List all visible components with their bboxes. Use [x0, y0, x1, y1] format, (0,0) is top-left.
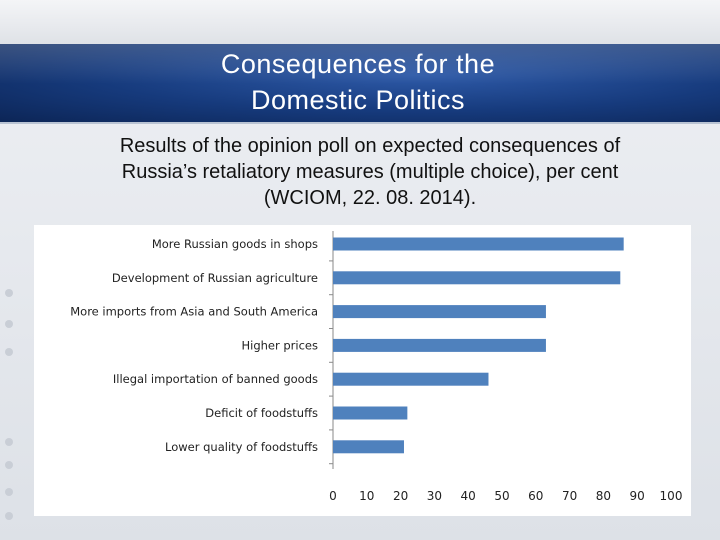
x-tick-label-100: 100 — [660, 489, 683, 503]
slide-subtitle: Results of the opinion poll on expected … — [119, 135, 621, 209]
title-sheen — [0, 44, 720, 84]
bar-chart: More Russian goods in shops Development o… — [70, 231, 683, 503]
category-label-higher-prices: Higher prices — [241, 338, 318, 352]
bar-lower-quality-of-foodstuffs — [333, 440, 404, 454]
category-label-deficit-of-foodstuffs: Deficit of foodstuffs — [205, 406, 318, 420]
bar-illegal-importation-of-banned-goods — [333, 372, 489, 386]
slide-title: Consequences for the Domestic Politics — [220, 49, 496, 115]
x-tick-label-30: 30 — [427, 489, 442, 503]
bar-more-imports-from-asia-and-south-america — [333, 305, 546, 319]
decorative-dots — [5, 289, 13, 520]
category-label-more-russian-goods-in-shops: More Russian goods in shops — [152, 237, 318, 251]
x-tick-label-50: 50 — [494, 489, 509, 503]
x-tick-label-20: 20 — [393, 489, 408, 503]
top-strip — [0, 0, 720, 44]
bar-development-of-russian-agriculture — [333, 271, 621, 285]
x-tick-label-0: 0 — [329, 489, 337, 503]
x-tick-label-70: 70 — [562, 489, 577, 503]
title-band: Consequences for the Domestic Politics — [0, 44, 720, 124]
x-tick-label-40: 40 — [461, 489, 476, 503]
category-label-development-of-russian-agriculture: Development of Russian agriculture — [112, 271, 318, 285]
bar-deficit-of-foodstuffs — [333, 406, 408, 420]
category-label-more-imports-from-asia-and-south-america: More imports from Asia and South America — [70, 305, 318, 319]
bar-higher-prices — [333, 338, 546, 352]
category-label-lower-quality-of-foodstuffs: Lower quality of foodstuffs — [165, 440, 318, 454]
x-tick-label-60: 60 — [528, 489, 543, 503]
x-tick-label-10: 10 — [359, 489, 374, 503]
chart-area: More Russian goods in shops Development o… — [34, 225, 691, 516]
x-tick-label-80: 80 — [596, 489, 611, 503]
x-tick-label-90: 90 — [630, 489, 645, 503]
bar-more-russian-goods-in-shops — [333, 237, 624, 251]
category-label-illegal-importation-of-banned-goods: Illegal importation of banned goods — [113, 372, 318, 386]
